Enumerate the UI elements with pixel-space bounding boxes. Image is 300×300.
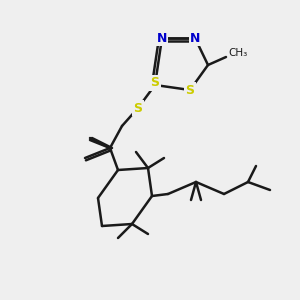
- Text: S: S: [151, 76, 160, 89]
- Text: S: S: [185, 83, 194, 97]
- Text: CH₃: CH₃: [228, 48, 247, 58]
- Text: S: S: [134, 101, 142, 115]
- Text: N: N: [190, 32, 200, 44]
- Text: N: N: [157, 32, 167, 44]
